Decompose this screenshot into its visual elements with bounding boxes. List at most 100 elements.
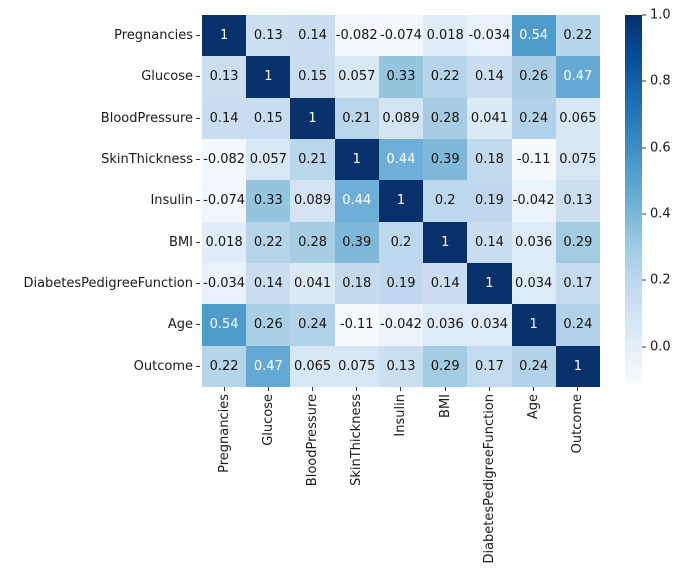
y-tick-row: BMI [0, 222, 200, 263]
heatmap-cell: 0.29 [555, 221, 600, 263]
colorbar-tick: 0.2 [642, 273, 671, 288]
heatmap-cell: 1 [555, 345, 600, 387]
x-tick-label: BloodPressure [305, 394, 321, 487]
colorbar-tick-mark [642, 213, 646, 215]
colorbar-tick: 0.6 [642, 140, 671, 155]
heatmap-cell: 0.018 [202, 221, 247, 263]
x-tick-mark [312, 387, 314, 391]
heatmap-cell: 1 [511, 304, 556, 346]
heatmap-cell: -0.034 [467, 15, 512, 57]
y-tick-mark [196, 200, 200, 202]
heatmap-cell: -0.074 [378, 15, 424, 57]
x-tick-mark [533, 387, 535, 391]
colorbar-tick: 0.8 [642, 74, 671, 89]
y-tick-row: Pregnancies [0, 15, 200, 56]
heatmap-cell: 0.26 [246, 304, 291, 346]
heatmap-cell: 0.54 [511, 15, 556, 57]
colorbar-gradient [625, 15, 642, 383]
x-tick-col: DiabetesPedigreeFunction [467, 387, 511, 577]
x-tick-label: Age [526, 394, 542, 420]
heatmap-cell: -0.082 [202, 138, 247, 181]
heatmap-cell: 0.2 [423, 180, 468, 222]
x-tick-label: DiabetesPedigreeFunction [481, 394, 497, 564]
y-tick-row: BloodPressure [0, 98, 200, 139]
heatmap-cell: 1 [334, 138, 379, 181]
colorbar-tick-mark [642, 80, 646, 82]
x-tick-col: Insulin [379, 387, 423, 577]
heatmap-cell: 0.036 [511, 221, 556, 263]
heatmap-cell: 0.28 [290, 221, 335, 263]
x-tick-label: Insulin [393, 394, 409, 437]
heatmap-cell: -0.042 [378, 304, 424, 346]
x-tick-col: Pregnancies [202, 387, 246, 577]
heatmap-cell: 0.14 [246, 262, 291, 305]
heatmap-cell: -0.042 [511, 180, 556, 222]
x-tick-label: BMI [437, 394, 453, 418]
y-tick-mark [196, 365, 200, 367]
colorbar-tick-mark [642, 346, 646, 347]
heatmap-cell: 0.089 [378, 97, 424, 139]
heatmap-cell: 0.22 [555, 15, 600, 57]
heatmap-cell: 0.057 [334, 56, 379, 98]
y-tick-label: Pregnancies [114, 28, 193, 44]
x-tick-label: Glucose [260, 394, 276, 446]
heatmap-cell: 0.2 [378, 221, 424, 263]
y-tick-row: SkinThickness [0, 139, 200, 180]
heatmap-cell: -0.11 [334, 304, 379, 346]
colorbar-tick-label: 0.4 [650, 206, 671, 222]
y-tick-row: DiabetesPedigreeFunction [0, 263, 200, 304]
heatmap-cell: 0.075 [334, 345, 379, 387]
y-tick-label: Age [167, 317, 193, 333]
y-tick-mark [196, 283, 200, 285]
colorbar-tick-label: 0.8 [650, 73, 671, 89]
heatmap-cell: 1 [423, 221, 468, 263]
x-tick-mark [356, 387, 358, 391]
heatmap-cell: -0.074 [202, 180, 247, 222]
y-tick-mark [196, 76, 200, 78]
heatmap-cell: 0.19 [378, 262, 424, 305]
colorbar-tick: 0.4 [642, 206, 671, 221]
heatmap-cell: 0.47 [555, 56, 600, 98]
heatmap-cell: 0.14 [467, 221, 512, 263]
heatmap-cell: 1 [467, 262, 512, 305]
heatmap-cell: 0.15 [290, 56, 335, 98]
y-tick-row: Outcome [0, 346, 200, 387]
heatmap-cell: 0.075 [555, 138, 600, 181]
heatmap-cell: 0.22 [202, 345, 247, 387]
heatmap-cell: 0.18 [467, 138, 512, 181]
x-tick-col: BMI [423, 387, 467, 577]
colorbar-tick-mark [642, 279, 646, 281]
x-tick-label: Outcome [570, 394, 586, 454]
x-tick-label: SkinThickness [349, 394, 365, 486]
heatmap-cell: -0.11 [511, 138, 556, 181]
heatmap-cell: 0.24 [511, 97, 556, 139]
y-tick-mark [196, 159, 200, 161]
colorbar-tick-mark [642, 147, 646, 149]
heatmap-grid: 1 0.13 0.14 -0.082 -0.074 0.018 -0.034 0.54 0.22… [202, 15, 600, 387]
heatmap-cell: -0.082 [334, 15, 379, 57]
heatmap-cell: 0.089 [290, 180, 335, 222]
heatmap-cell: 0.54 [202, 304, 247, 346]
heatmap-cell: 0.14 [202, 97, 247, 139]
y-tick-label: Glucose [141, 69, 193, 85]
heatmap-cell: 0.33 [378, 56, 424, 98]
heatmap-cell: 0.041 [467, 97, 512, 139]
y-tick-row: Age [0, 304, 200, 345]
heatmap-cell: 1 [202, 15, 247, 57]
heatmap-cell: 0.17 [467, 345, 512, 387]
colorbar-tick-mark [642, 14, 646, 16]
heatmap-cell: -0.034 [202, 262, 247, 305]
colorbar-tick-label: 0.2 [650, 272, 671, 288]
heatmap-cell: 0.036 [423, 304, 468, 346]
heatmap-cell: 0.33 [246, 180, 291, 222]
heatmap-cell: 0.22 [423, 56, 468, 98]
x-tick-col: Glucose [246, 387, 290, 577]
heatmap-cell: 0.24 [555, 304, 600, 346]
heatmap-cell: 0.13 [246, 15, 291, 57]
heatmap-cell: 0.13 [555, 180, 600, 222]
heatmap-cell: 0.21 [290, 138, 335, 181]
heatmap-cell: 0.034 [511, 262, 556, 305]
x-tick-mark [267, 387, 269, 391]
heatmap-cell: 0.17 [555, 262, 600, 305]
heatmap-cell: 0.24 [290, 304, 335, 346]
